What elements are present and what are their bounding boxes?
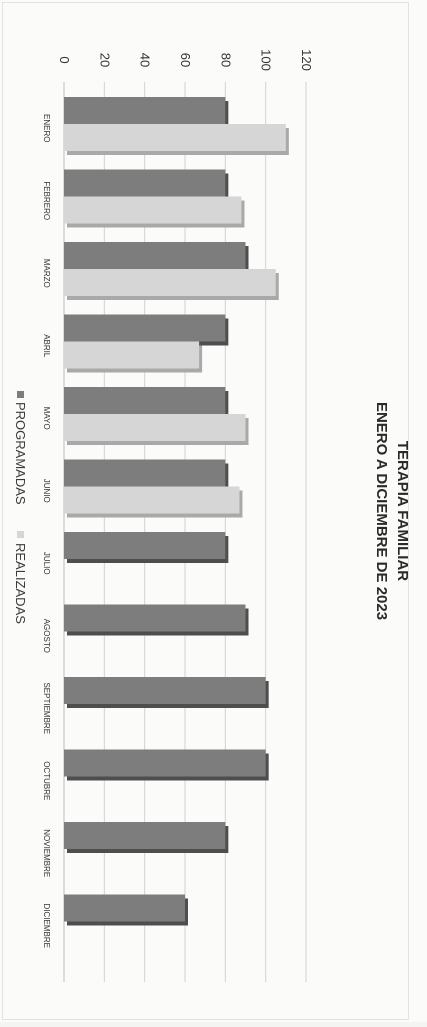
legend-label-programadas: PROGRAMADAS (13, 402, 28, 505)
y-tick-label: 80 (218, 53, 233, 67)
legend-swatch-programadas (17, 391, 24, 398)
category-label: SEPTIEMBRE (42, 682, 51, 734)
bar (64, 169, 226, 197)
y-tick-label: 20 (97, 53, 112, 67)
bar (64, 894, 185, 922)
bar (64, 124, 286, 151)
legend-swatch-realizadas (17, 531, 24, 538)
bar (64, 459, 226, 487)
y-tick-label: 60 (178, 53, 193, 67)
bar (64, 269, 276, 296)
y-tick-label: 40 (138, 53, 153, 67)
chart-subtitle: ENERO A DICIEMBRE DE 2023 (373, 402, 390, 620)
chart-titles: TERAPIA FAMILIAR ENERO A DICIEMBRE DE 20… (373, 402, 411, 620)
category-label: ENERO (42, 114, 51, 142)
bar-programadas-abril (64, 314, 229, 346)
bar-programadas-octubre (64, 749, 269, 781)
y-axis-ticks: 0 20 40 60 80 100 120 (57, 49, 314, 71)
bar-realizadas-junio (64, 486, 243, 518)
bar-programadas-julio (64, 532, 229, 563)
bar (64, 341, 200, 369)
category-label: JULIO (42, 552, 51, 575)
bar (64, 196, 242, 224)
legend-label-realizadas: REALIZADAS (13, 543, 28, 624)
bar-programadas-noviembre (64, 822, 229, 853)
category-label: MARZO (42, 259, 51, 288)
bar (64, 532, 226, 559)
bar-programadas-diciembre (64, 894, 188, 926)
bar-programadas-junio (64, 459, 229, 491)
category-label: MAYO (42, 407, 51, 430)
bar (64, 822, 226, 849)
bars (64, 97, 289, 926)
bar-realizadas-abril (64, 341, 203, 373)
bar-programadas-enero (64, 97, 229, 128)
bar-realizadas-febrero (64, 196, 245, 228)
y-tick-label: 100 (259, 49, 274, 71)
bar (64, 314, 226, 342)
bar-programadas-marzo (64, 242, 249, 273)
category-label: ABRIL (42, 334, 51, 358)
bar (64, 387, 226, 414)
category-label: DICIEMBRE (42, 904, 51, 948)
legend: PROGRAMADAS REALIZADAS (13, 391, 28, 624)
legend-item-realizadas: REALIZADAS (13, 531, 28, 624)
bar (64, 242, 246, 269)
bar (64, 604, 246, 632)
bar-realizadas-marzo (64, 269, 279, 300)
category-label: JUNIO (42, 479, 51, 503)
legend-item-programadas: PROGRAMADAS (13, 391, 28, 505)
bar-programadas-agosto (64, 604, 249, 636)
bar-programadas-febrero (64, 169, 229, 201)
category-label: NOVIEMBRE (42, 829, 51, 877)
chart-title: TERAPIA FAMILIAR (394, 441, 411, 581)
x-axis-categories: ENERO FEBRERO MARZO ABRIL MAYO JUNIO JULIO AGOS… (42, 114, 51, 948)
bar-programadas-mayo (64, 387, 229, 418)
category-label: AGOSTO (42, 619, 51, 653)
bar (64, 97, 226, 124)
bar-realizadas-mayo (64, 414, 249, 445)
bar (64, 414, 246, 441)
bar-programadas-septiembre (64, 677, 269, 708)
bar (64, 486, 240, 514)
category-label: FEBRERO (42, 181, 51, 220)
y-tick-label: 0 (57, 56, 72, 63)
bar-realizadas-enero (64, 124, 289, 155)
category-label: OCTUBRE (42, 761, 51, 800)
bar (64, 749, 266, 777)
bar (64, 677, 266, 704)
y-tick-label: 120 (299, 49, 314, 71)
